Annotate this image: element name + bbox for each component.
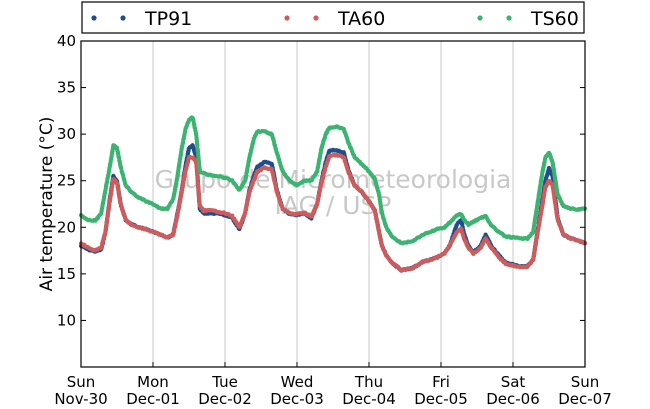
legend-label-TA60: TA60 bbox=[337, 8, 385, 30]
series-TS60 bbox=[78, 115, 588, 246]
x-tick-date-7: Dec-07 bbox=[558, 390, 612, 408]
y-tick-label-0: 10 bbox=[57, 311, 76, 329]
legend-marker-TS60 bbox=[506, 15, 512, 21]
plot-frame bbox=[80, 40, 586, 368]
watermark-line-1: Grupo de Micrometeorologia bbox=[155, 165, 512, 194]
legend-box bbox=[81, 1, 585, 34]
legend-marker-TA60 bbox=[313, 15, 319, 21]
series-TA60 bbox=[78, 152, 588, 273]
x-tick-date-0: Nov-30 bbox=[54, 390, 107, 408]
x-tick-date-6: Dec-06 bbox=[486, 390, 540, 408]
y-tick-label-6: 40 bbox=[57, 32, 76, 50]
x-tick-day-7: Sun bbox=[571, 373, 600, 391]
x-tick-day-5: Fri bbox=[432, 373, 450, 391]
x-tick-date-3: Dec-03 bbox=[270, 390, 324, 408]
y-axis-ticks: 10 15 20 25 30 35 40 bbox=[57, 32, 585, 329]
legend-marker-TA60 bbox=[284, 15, 290, 21]
legend-label-TP91: TP91 bbox=[144, 8, 192, 30]
x-tick-date-2: Dec-02 bbox=[198, 390, 252, 408]
x-tick-date-4: Dec-04 bbox=[342, 390, 396, 408]
x-tick-date-5: Dec-05 bbox=[414, 390, 468, 408]
y-axis-label: Air temperature (°C) bbox=[37, 117, 57, 292]
x-tick-day-3: Wed bbox=[281, 373, 314, 391]
x-tick-day-0: Sun bbox=[67, 373, 96, 391]
x-tick-day-1: Mon bbox=[137, 373, 169, 391]
x-tick-date-1: Dec-01 bbox=[126, 390, 180, 408]
legend-marker-TS60 bbox=[477, 15, 483, 21]
x-tick-day-4: Thu bbox=[354, 373, 383, 391]
legend-marker-TP91 bbox=[120, 15, 126, 21]
series-layer bbox=[78, 115, 588, 273]
y-tick-label-2: 20 bbox=[57, 218, 76, 236]
y-tick-label-5: 35 bbox=[57, 79, 76, 97]
y-tick-label-1: 15 bbox=[57, 265, 76, 283]
vertical-gridlines bbox=[152, 41, 514, 367]
x-tick-day-2: Tue bbox=[211, 373, 238, 391]
y-tick-label-4: 30 bbox=[57, 125, 76, 143]
x-axis-ticks: SunNov-30MonDec-01TueDec-02WedDec-03ThuD… bbox=[54, 362, 612, 408]
legend-marker-TP91 bbox=[91, 15, 97, 21]
x-tick-day-6: Sat bbox=[501, 373, 526, 391]
y-tick-label-3: 25 bbox=[57, 172, 76, 190]
legend-label-TS60: TS60 bbox=[530, 8, 579, 30]
legend: TP91 TA60 TS60 bbox=[81, 1, 585, 34]
